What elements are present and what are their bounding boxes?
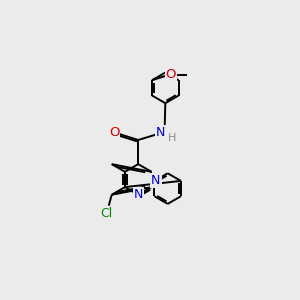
Text: Cl: Cl: [100, 207, 112, 220]
Text: O: O: [109, 126, 119, 140]
Text: N: N: [156, 126, 165, 140]
Text: N: N: [134, 188, 143, 201]
Text: O: O: [166, 68, 176, 81]
Text: H: H: [168, 133, 176, 143]
Text: N: N: [151, 174, 160, 188]
